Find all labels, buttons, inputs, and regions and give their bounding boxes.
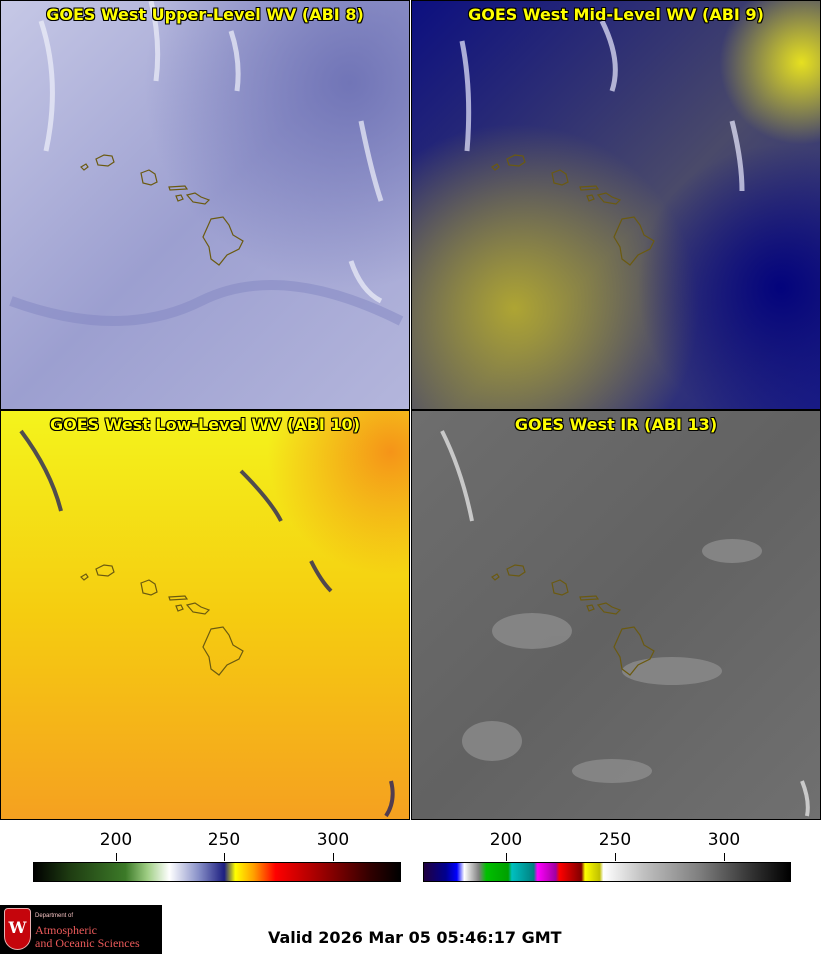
colorbar-1-tick-label: 300 — [316, 830, 350, 850]
panel-title: GOES West IR (ABI 13) — [514, 415, 718, 434]
colorbar-2-tick-label: 300 — [707, 830, 741, 850]
colorbar-wv — [33, 862, 401, 882]
upper-level-wv-image — [1, 1, 409, 409]
colorbar-2-tick-label: 250 — [598, 830, 632, 850]
colorbar-2-tick — [615, 853, 616, 861]
infrared-panel: GOES West IR (ABI 13) — [411, 410, 821, 820]
mid-level-wv-panel: GOES West Mid-Level WV (ABI 9) — [411, 0, 821, 410]
coastline-map — [80, 154, 244, 266]
coastline-map — [491, 154, 655, 266]
colorbar-2-tick — [506, 853, 507, 861]
panel-title: GOES West Mid-Level WV (ABI 9) — [468, 5, 764, 24]
logo-line-2: and Oceanic Sciences — [35, 936, 140, 950]
panel-title: GOES West Low-Level WV (ABI 10) — [49, 415, 360, 434]
upper-level-wv-panel: GOES West Upper-Level WV (ABI 8) — [0, 0, 410, 410]
colorbar-2-tick-label: 200 — [489, 830, 523, 850]
aos-department-logo: W Department of Atmospheric and Oceanic … — [0, 905, 162, 954]
uw-seal-icon: W — [4, 908, 31, 950]
colorbar-1-tick-label: 250 — [207, 830, 241, 850]
colorbar-2-tick — [724, 853, 725, 861]
logo-line-1: Atmospheric — [35, 923, 97, 937]
infrared-image — [412, 411, 820, 819]
panel-title: GOES West Upper-Level WV (ABI 8) — [46, 5, 364, 24]
logo-dept-text: Department of — [35, 913, 74, 919]
coastline-map — [80, 564, 244, 676]
colorbar-1-tick — [333, 853, 334, 861]
coastline-map — [491, 564, 655, 676]
mid-level-wv-image — [412, 1, 820, 409]
colorbar-1-tick — [116, 853, 117, 861]
valid-timestamp: Valid 2026 Mar 05 05:46:17 GMT — [268, 928, 562, 947]
colorbar-ir — [423, 862, 791, 882]
low-level-wv-image — [1, 411, 409, 819]
low-level-wv-panel: GOES West Low-Level WV (ABI 10) — [0, 410, 410, 820]
colorbar-1-tick — [224, 853, 225, 861]
colorbar-1-tick-label: 200 — [99, 830, 133, 850]
